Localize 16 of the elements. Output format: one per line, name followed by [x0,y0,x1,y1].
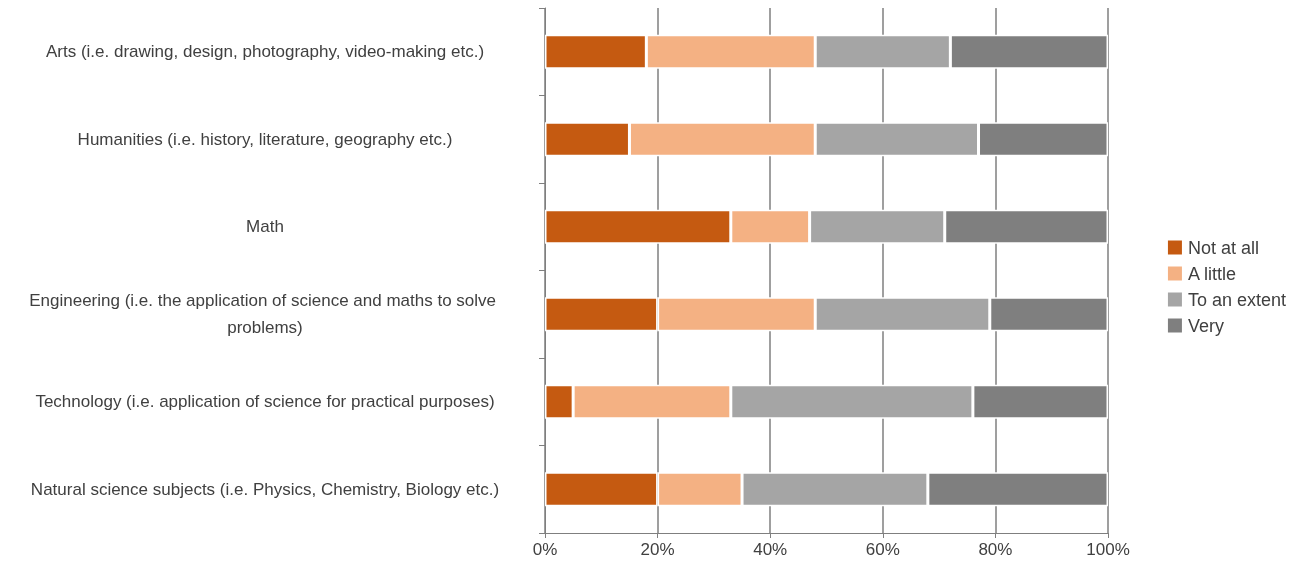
y-tick-label: Humanities (i.e. history, literature, geography etc.) [77,129,453,149]
y-tick-label: Arts (i.e. drawing, design, photography, video-making etc.) [45,42,485,62]
x-tick-label: 20% [640,540,675,559]
legend-label: To an extent [1187,289,1287,310]
y-tick-label: Natural science subjects (i.e. Physics, Chemistry, Biology etc.) [30,479,500,499]
x-tick-label: 60% [865,540,900,559]
x-tick-label: 40% [753,540,788,559]
legend-label: Very [1187,315,1224,336]
x-tick-label: 100% [1086,540,1130,559]
y-tick-label: Math [246,217,284,237]
x-tick-label: 0% [532,540,558,559]
x-tick-label: 80% [978,540,1013,559]
y-tick-label: Engineering (i.e. the application of science and maths to solve problems) [29,291,501,338]
y-tick-label: Technology (i.e. application of science for practical purposes) [35,392,495,412]
legend-label: A little [1187,263,1236,284]
legend-label: Not at all [1187,237,1259,258]
